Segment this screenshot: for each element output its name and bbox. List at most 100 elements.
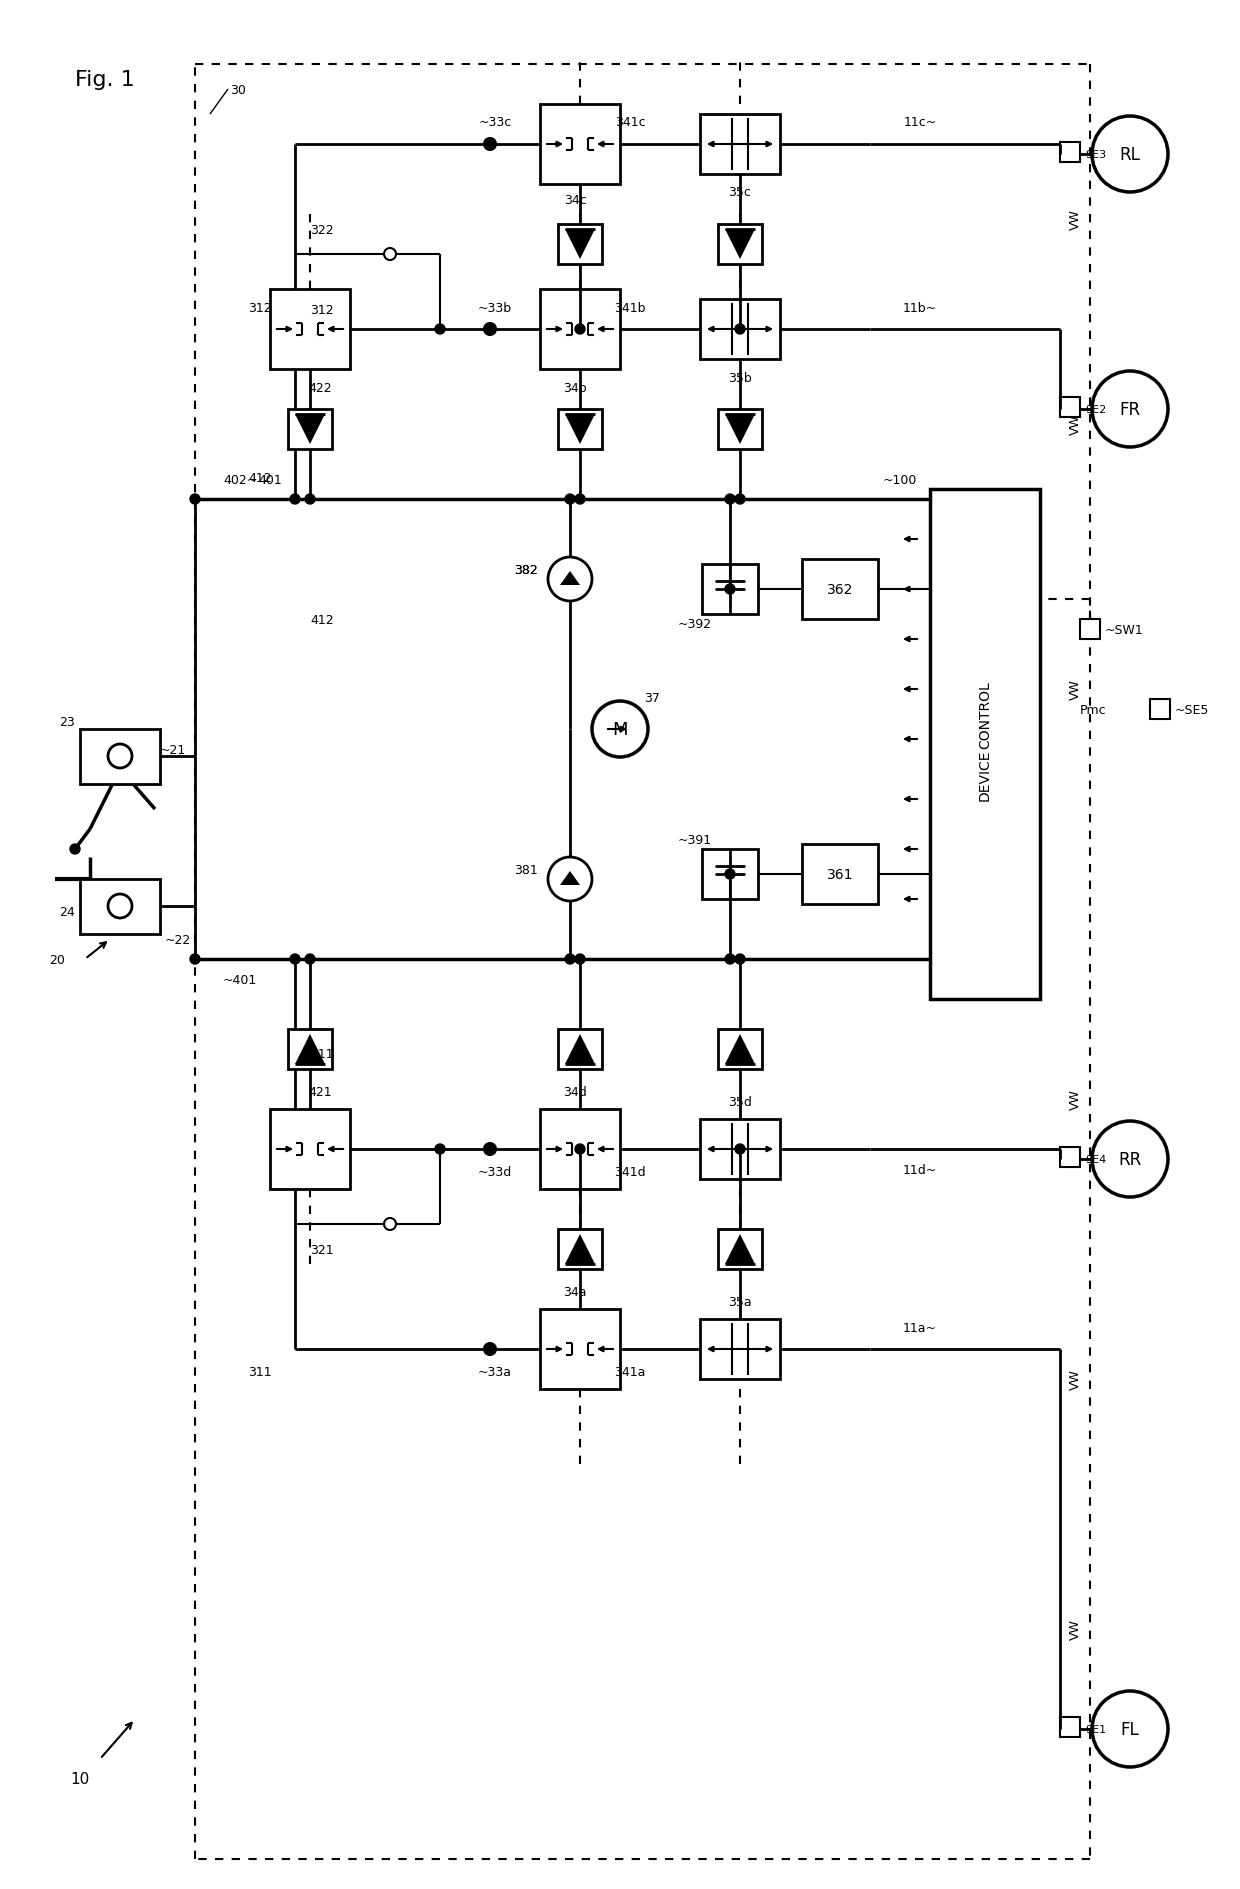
- Bar: [558, 1230, 601, 1269]
- Circle shape: [1092, 117, 1168, 193]
- Bar: [539, 106, 620, 185]
- Bar: [1060, 144, 1080, 162]
- Polygon shape: [565, 416, 595, 444]
- Text: ~100: ~100: [883, 474, 918, 485]
- Text: VW: VW: [1069, 210, 1081, 230]
- Polygon shape: [725, 1035, 755, 1064]
- Bar: [702, 565, 758, 614]
- Circle shape: [435, 1145, 445, 1154]
- Circle shape: [485, 1345, 495, 1354]
- Polygon shape: [560, 572, 580, 586]
- Text: 402~: 402~: [223, 474, 257, 485]
- Text: 412: 412: [248, 470, 272, 484]
- Bar: [702, 850, 758, 899]
- Bar: [718, 1030, 763, 1069]
- Circle shape: [575, 495, 585, 504]
- Circle shape: [735, 495, 745, 504]
- Circle shape: [548, 858, 591, 901]
- Text: 401: 401: [258, 474, 281, 485]
- Circle shape: [485, 325, 495, 334]
- Text: 37: 37: [644, 691, 660, 705]
- Circle shape: [1092, 372, 1168, 448]
- Bar: [558, 410, 601, 450]
- Circle shape: [725, 495, 735, 504]
- Text: M: M: [613, 720, 627, 739]
- Bar: [288, 410, 332, 450]
- Text: 20: 20: [50, 952, 64, 965]
- Text: 312: 312: [248, 302, 272, 314]
- Circle shape: [290, 954, 300, 965]
- Text: 30: 30: [229, 83, 246, 96]
- Circle shape: [305, 495, 315, 504]
- Text: 34d: 34d: [563, 1084, 587, 1098]
- Polygon shape: [565, 230, 595, 261]
- Bar: [718, 410, 763, 450]
- Text: 311: 311: [248, 1364, 272, 1377]
- Bar: [701, 1120, 780, 1179]
- Circle shape: [725, 869, 735, 880]
- Polygon shape: [295, 1035, 325, 1064]
- Bar: [270, 1109, 350, 1190]
- Circle shape: [548, 557, 591, 603]
- Polygon shape: [565, 1035, 595, 1064]
- Circle shape: [190, 954, 200, 965]
- Bar: [270, 289, 350, 370]
- Text: 34b: 34b: [563, 382, 587, 395]
- Bar: [539, 1309, 620, 1388]
- Bar: [558, 225, 601, 264]
- Bar: [288, 1030, 332, 1069]
- Circle shape: [190, 495, 200, 504]
- Circle shape: [485, 1145, 495, 1154]
- Bar: [81, 880, 160, 935]
- Polygon shape: [725, 1234, 755, 1264]
- Text: 422: 422: [309, 382, 332, 395]
- Text: 361: 361: [827, 867, 853, 882]
- Circle shape: [1092, 1122, 1168, 1198]
- Text: Fig. 1: Fig. 1: [74, 70, 135, 91]
- Bar: [718, 1230, 763, 1269]
- Text: 34a: 34a: [563, 1285, 587, 1298]
- Text: 24: 24: [60, 905, 74, 918]
- Text: RR: RR: [1118, 1150, 1142, 1169]
- Text: ~33d: ~33d: [477, 1166, 512, 1179]
- Text: 381: 381: [515, 863, 538, 876]
- Text: 35b: 35b: [728, 372, 751, 383]
- Polygon shape: [560, 871, 580, 886]
- Polygon shape: [725, 230, 755, 261]
- Circle shape: [725, 586, 735, 595]
- Text: 35d: 35d: [728, 1096, 751, 1109]
- Circle shape: [565, 495, 575, 504]
- Circle shape: [735, 1145, 745, 1154]
- Text: 362: 362: [827, 582, 853, 597]
- Bar: [81, 729, 160, 784]
- Text: SE1: SE1: [1085, 1725, 1106, 1734]
- Text: 35a: 35a: [728, 1294, 751, 1307]
- Circle shape: [735, 325, 745, 334]
- Circle shape: [290, 495, 300, 504]
- Circle shape: [591, 701, 649, 757]
- Bar: [1149, 699, 1171, 720]
- Polygon shape: [565, 1234, 595, 1264]
- Text: ~SW1: ~SW1: [1105, 623, 1143, 637]
- Polygon shape: [295, 416, 325, 444]
- Text: ~33a: ~33a: [477, 1364, 512, 1377]
- Text: VW: VW: [1069, 414, 1081, 434]
- Circle shape: [565, 954, 575, 965]
- Text: VW: VW: [1069, 1088, 1081, 1111]
- Text: 341b: 341b: [614, 302, 646, 314]
- Text: 23: 23: [60, 716, 74, 727]
- Text: 11b~: 11b~: [903, 302, 937, 314]
- Text: VW: VW: [1069, 1370, 1081, 1390]
- Text: 11c~: 11c~: [904, 117, 936, 130]
- Text: 341d: 341d: [614, 1166, 646, 1179]
- Text: 322: 322: [310, 223, 334, 236]
- Bar: [1080, 620, 1100, 640]
- Circle shape: [735, 954, 745, 965]
- Circle shape: [69, 844, 81, 854]
- Bar: [802, 844, 878, 905]
- Bar: [1060, 399, 1080, 417]
- Text: VW: VW: [1069, 1619, 1081, 1640]
- Text: ~33b: ~33b: [477, 302, 512, 314]
- Text: ~391: ~391: [678, 833, 712, 846]
- Text: FL: FL: [1121, 1721, 1140, 1738]
